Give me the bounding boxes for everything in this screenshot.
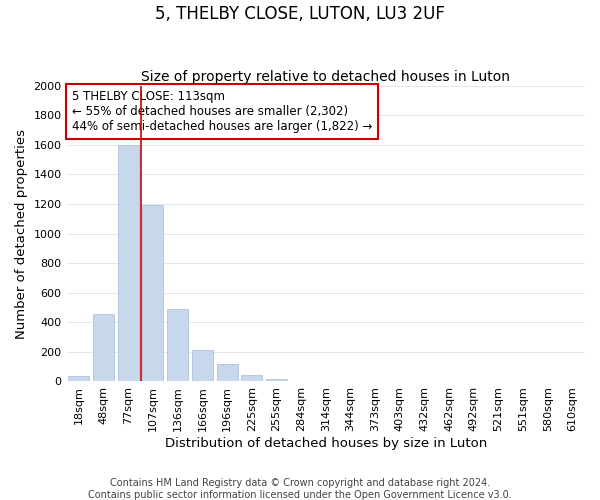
Bar — [93, 314, 114, 382]
Bar — [142, 206, 163, 382]
Y-axis label: Number of detached properties: Number of detached properties — [15, 128, 28, 338]
X-axis label: Distribution of detached houses by size in Luton: Distribution of detached houses by size … — [164, 437, 487, 450]
Bar — [118, 145, 139, 382]
Bar — [68, 376, 89, 382]
Bar — [217, 364, 238, 382]
Text: Contains HM Land Registry data © Crown copyright and database right 2024.
Contai: Contains HM Land Registry data © Crown c… — [88, 478, 512, 500]
Title: Size of property relative to detached houses in Luton: Size of property relative to detached ho… — [141, 70, 510, 85]
Bar — [192, 350, 213, 382]
Text: 5 THELBY CLOSE: 113sqm
← 55% of detached houses are smaller (2,302)
44% of semi-: 5 THELBY CLOSE: 113sqm ← 55% of detached… — [72, 90, 372, 133]
Bar — [167, 309, 188, 382]
Bar — [266, 378, 287, 382]
Text: 5, THELBY CLOSE, LUTON, LU3 2UF: 5, THELBY CLOSE, LUTON, LU3 2UF — [155, 5, 445, 23]
Bar — [241, 375, 262, 382]
